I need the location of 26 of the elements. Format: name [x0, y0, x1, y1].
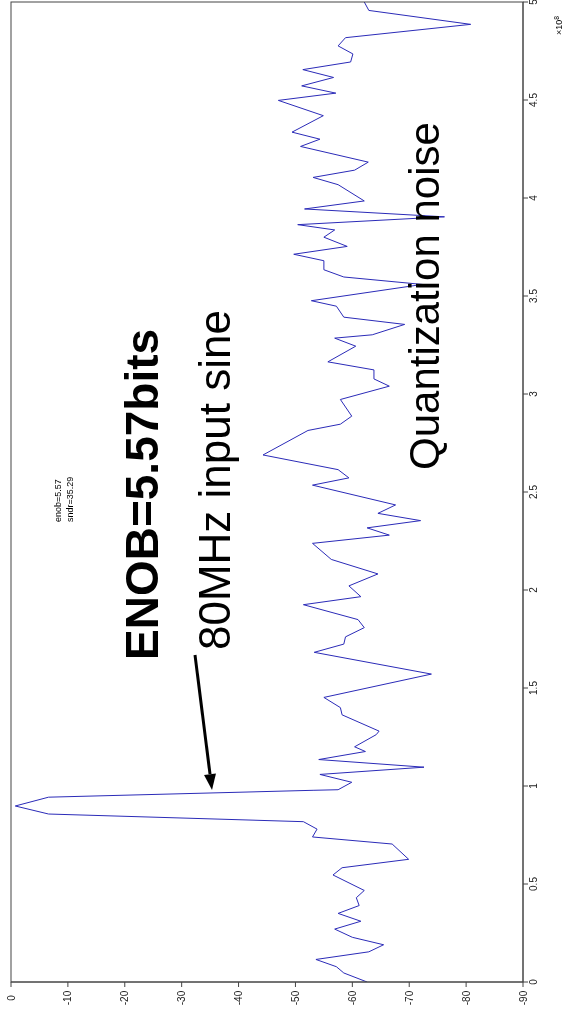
y-tick-label: 4	[527, 194, 539, 201]
y-tick-label: 3.5	[527, 288, 539, 303]
y-tick-label: 5	[527, 0, 539, 5]
x-tick-label: -20	[119, 990, 131, 1006]
x-tick-label: -30	[176, 990, 188, 1006]
x-tick-label: -60	[346, 990, 358, 1006]
x-tick-label: -40	[233, 990, 245, 1006]
x-tick-label: -50	[289, 990, 301, 1006]
y-tick-label: 0.5	[527, 876, 539, 891]
x-tick-label: 0	[5, 994, 17, 1001]
x-tick-label: -10	[62, 990, 74, 1006]
x-tick-label: -80	[460, 990, 472, 1006]
y-tick-label: 4.5	[527, 92, 539, 107]
x-tick-label: -90	[517, 990, 529, 1006]
y-tick-label: 1	[527, 782, 539, 789]
y-tick-label: 1.5	[527, 680, 539, 695]
annotation: sndr=35.29	[65, 476, 75, 522]
annotation: enob=5.57	[53, 479, 63, 522]
annotation: 80MHz input sine	[190, 310, 239, 650]
y-tick-label: 2	[527, 586, 539, 593]
annotation: Quantization noise	[401, 122, 448, 470]
y-tick-label: 0	[527, 978, 539, 985]
y-tick-label: 3	[527, 390, 539, 397]
y-tick-label: 2.5	[527, 484, 539, 499]
annotation: ENOB=5.57bits	[116, 328, 168, 660]
x-tick-label: -70	[403, 990, 415, 1006]
